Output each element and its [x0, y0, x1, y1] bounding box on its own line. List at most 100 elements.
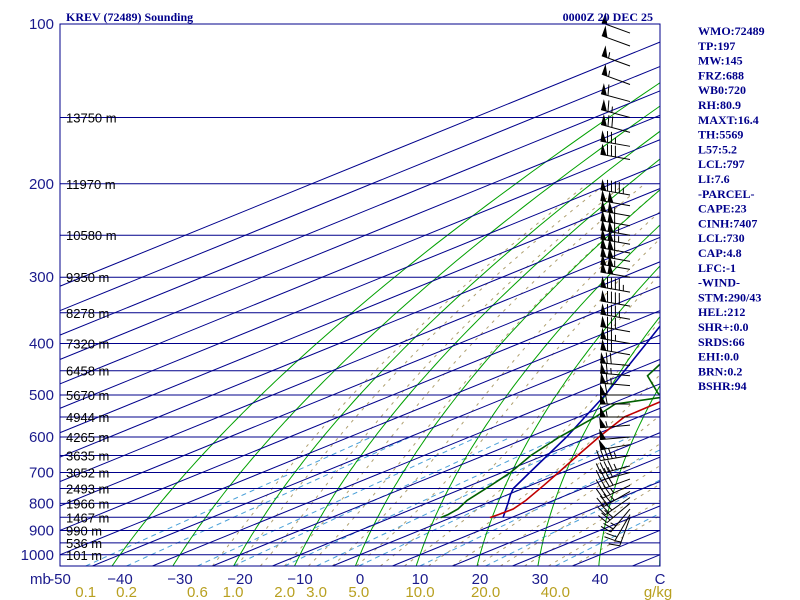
- wind-barb: [600, 315, 631, 333]
- isotherm: [60, 41, 660, 287]
- temperature-tick-label: 0: [356, 571, 364, 588]
- isotherm: [60, 236, 660, 483]
- wind-barb-staff: [610, 508, 631, 533]
- wind-barb: [600, 228, 631, 245]
- wind-barb-staff: [602, 484, 631, 499]
- wind-barb-pennant: [600, 405, 606, 417]
- index-entry: HEL:212: [698, 305, 745, 319]
- temperature-tick-label: 20: [472, 571, 489, 588]
- moist-adiabat: [332, 210, 660, 566]
- wind-barb-staff: [600, 382, 631, 387]
- mixing-ratio-line: [85, 436, 372, 566]
- index-entry: TH:5569: [698, 128, 743, 142]
- wind-barb-pennant: [600, 219, 607, 232]
- wind-barb: [600, 290, 631, 307]
- wind-barb-half-flag: [613, 463, 617, 470]
- wind-barb-flag: [607, 84, 610, 96]
- wind-barb-pennant: [600, 143, 607, 156]
- wind-barb: [600, 189, 631, 207]
- height-label: 2493 m: [66, 481, 109, 496]
- isotherm: [60, 163, 660, 409]
- index-entry: MAXT:16.4: [698, 113, 759, 127]
- temperature-tick-label: −10: [287, 571, 312, 588]
- isotherm: [60, 188, 660, 434]
- wind-barb-flag: [599, 495, 608, 505]
- wind-barb-pennant: [601, 113, 607, 127]
- wind-barb-staff: [600, 271, 631, 278]
- wind-barb: [600, 83, 631, 103]
- wind-barb-staff: [600, 472, 631, 481]
- index-entry: LFC:-1: [698, 261, 736, 275]
- wind-barb-pennant: [600, 315, 607, 328]
- pressure-label: 700: [29, 465, 54, 482]
- dry-adiabat: [172, 105, 660, 566]
- wind-barb: [600, 303, 631, 320]
- wind-barb-pennant: [599, 416, 607, 428]
- wind-barb-flag: [604, 383, 608, 396]
- wind-barb-flag: [603, 448, 609, 460]
- pressure-unit-label: mb: [30, 571, 51, 588]
- isobars: [60, 24, 660, 566]
- height-label: 5670 m: [66, 388, 109, 403]
- mixing-ratio-line: [197, 436, 478, 566]
- mixing-ratio-labels: 0.1 0.2 0.6 1.0 2.0 3.0 5.0 10.0 20.0 40.0 g/kg: [75, 584, 672, 600]
- wind-barb-pennant: [600, 130, 607, 143]
- wind-barb-half-flag: [610, 495, 615, 501]
- index-entry: LI:7.6: [698, 172, 730, 186]
- wind-barb-pennant: [600, 189, 607, 202]
- plot-frame: [59, 23, 661, 567]
- index-entry: WB0:720: [698, 83, 746, 97]
- wind-barb: [596, 447, 631, 462]
- temperature-unit-label: C: [655, 571, 666, 588]
- pressure-label: 1000: [21, 547, 54, 564]
- moist-adiabat: [236, 183, 606, 566]
- wind-barb: [600, 327, 631, 345]
- isotherms: [60, 41, 660, 566]
- wind-barb-flag: [609, 352, 612, 364]
- index-entry: SRDS:66: [698, 335, 745, 349]
- wind-barb-half-flag: [609, 487, 615, 494]
- isotherm: [212, 383, 660, 566]
- index-entry: CAPE:23: [698, 202, 747, 216]
- wind-barb-half-flag: [613, 451, 617, 459]
- temperature-tick-label: 10: [412, 571, 429, 588]
- index-entry: FRZ:688: [698, 68, 744, 82]
- wind-barb-flag: [597, 506, 606, 516]
- wind-barb-pennant: [607, 211, 614, 223]
- mixing-ratio-line: [284, 436, 560, 566]
- wind-barb-flag: [600, 504, 610, 513]
- isotherm: [392, 456, 660, 566]
- wind-barb-flag: [605, 372, 608, 384]
- wind-barb-pennant: [601, 83, 607, 96]
- wind-barb: [600, 113, 631, 133]
- index-entry: -WIND-: [698, 276, 740, 290]
- wind-barb-pennant: [600, 327, 607, 340]
- height-label: 1966 m: [66, 496, 109, 511]
- wind-barb-pennant: [600, 338, 607, 351]
- height-label: 990 m: [66, 523, 102, 538]
- isotherm: [60, 310, 660, 556]
- wind-barb-half-flag: [608, 70, 611, 77]
- wind-barb: [608, 517, 631, 547]
- dry-adiabat: [415, 224, 660, 566]
- wind-barb: [600, 371, 631, 387]
- index-entry: STM:290/43: [698, 290, 761, 304]
- isotherm: [60, 114, 660, 360]
- wind-barb: [600, 338, 631, 356]
- wind-barb-pennant: [599, 428, 607, 440]
- wind-barb-staff: [605, 497, 631, 516]
- mixing-ratio-line: [358, 436, 630, 566]
- height-label: 4944 m: [66, 410, 109, 425]
- index-entry: LCL:730: [698, 231, 745, 245]
- wind-barb-flag: [607, 100, 610, 112]
- mixing-ratio-label: 20.0: [471, 584, 500, 600]
- wind-barb: [601, 63, 631, 85]
- pressure-label: 900: [29, 522, 54, 539]
- index-entry: CINH:7407: [698, 216, 757, 230]
- isotherm: [60, 139, 660, 385]
- wind-barb-pennant: [600, 362, 607, 374]
- index-entry: TP:197: [698, 39, 735, 53]
- wind-barb-half-flag: [610, 522, 617, 527]
- height-label: 4265 m: [66, 430, 109, 445]
- wind-barb-flag: [607, 447, 613, 459]
